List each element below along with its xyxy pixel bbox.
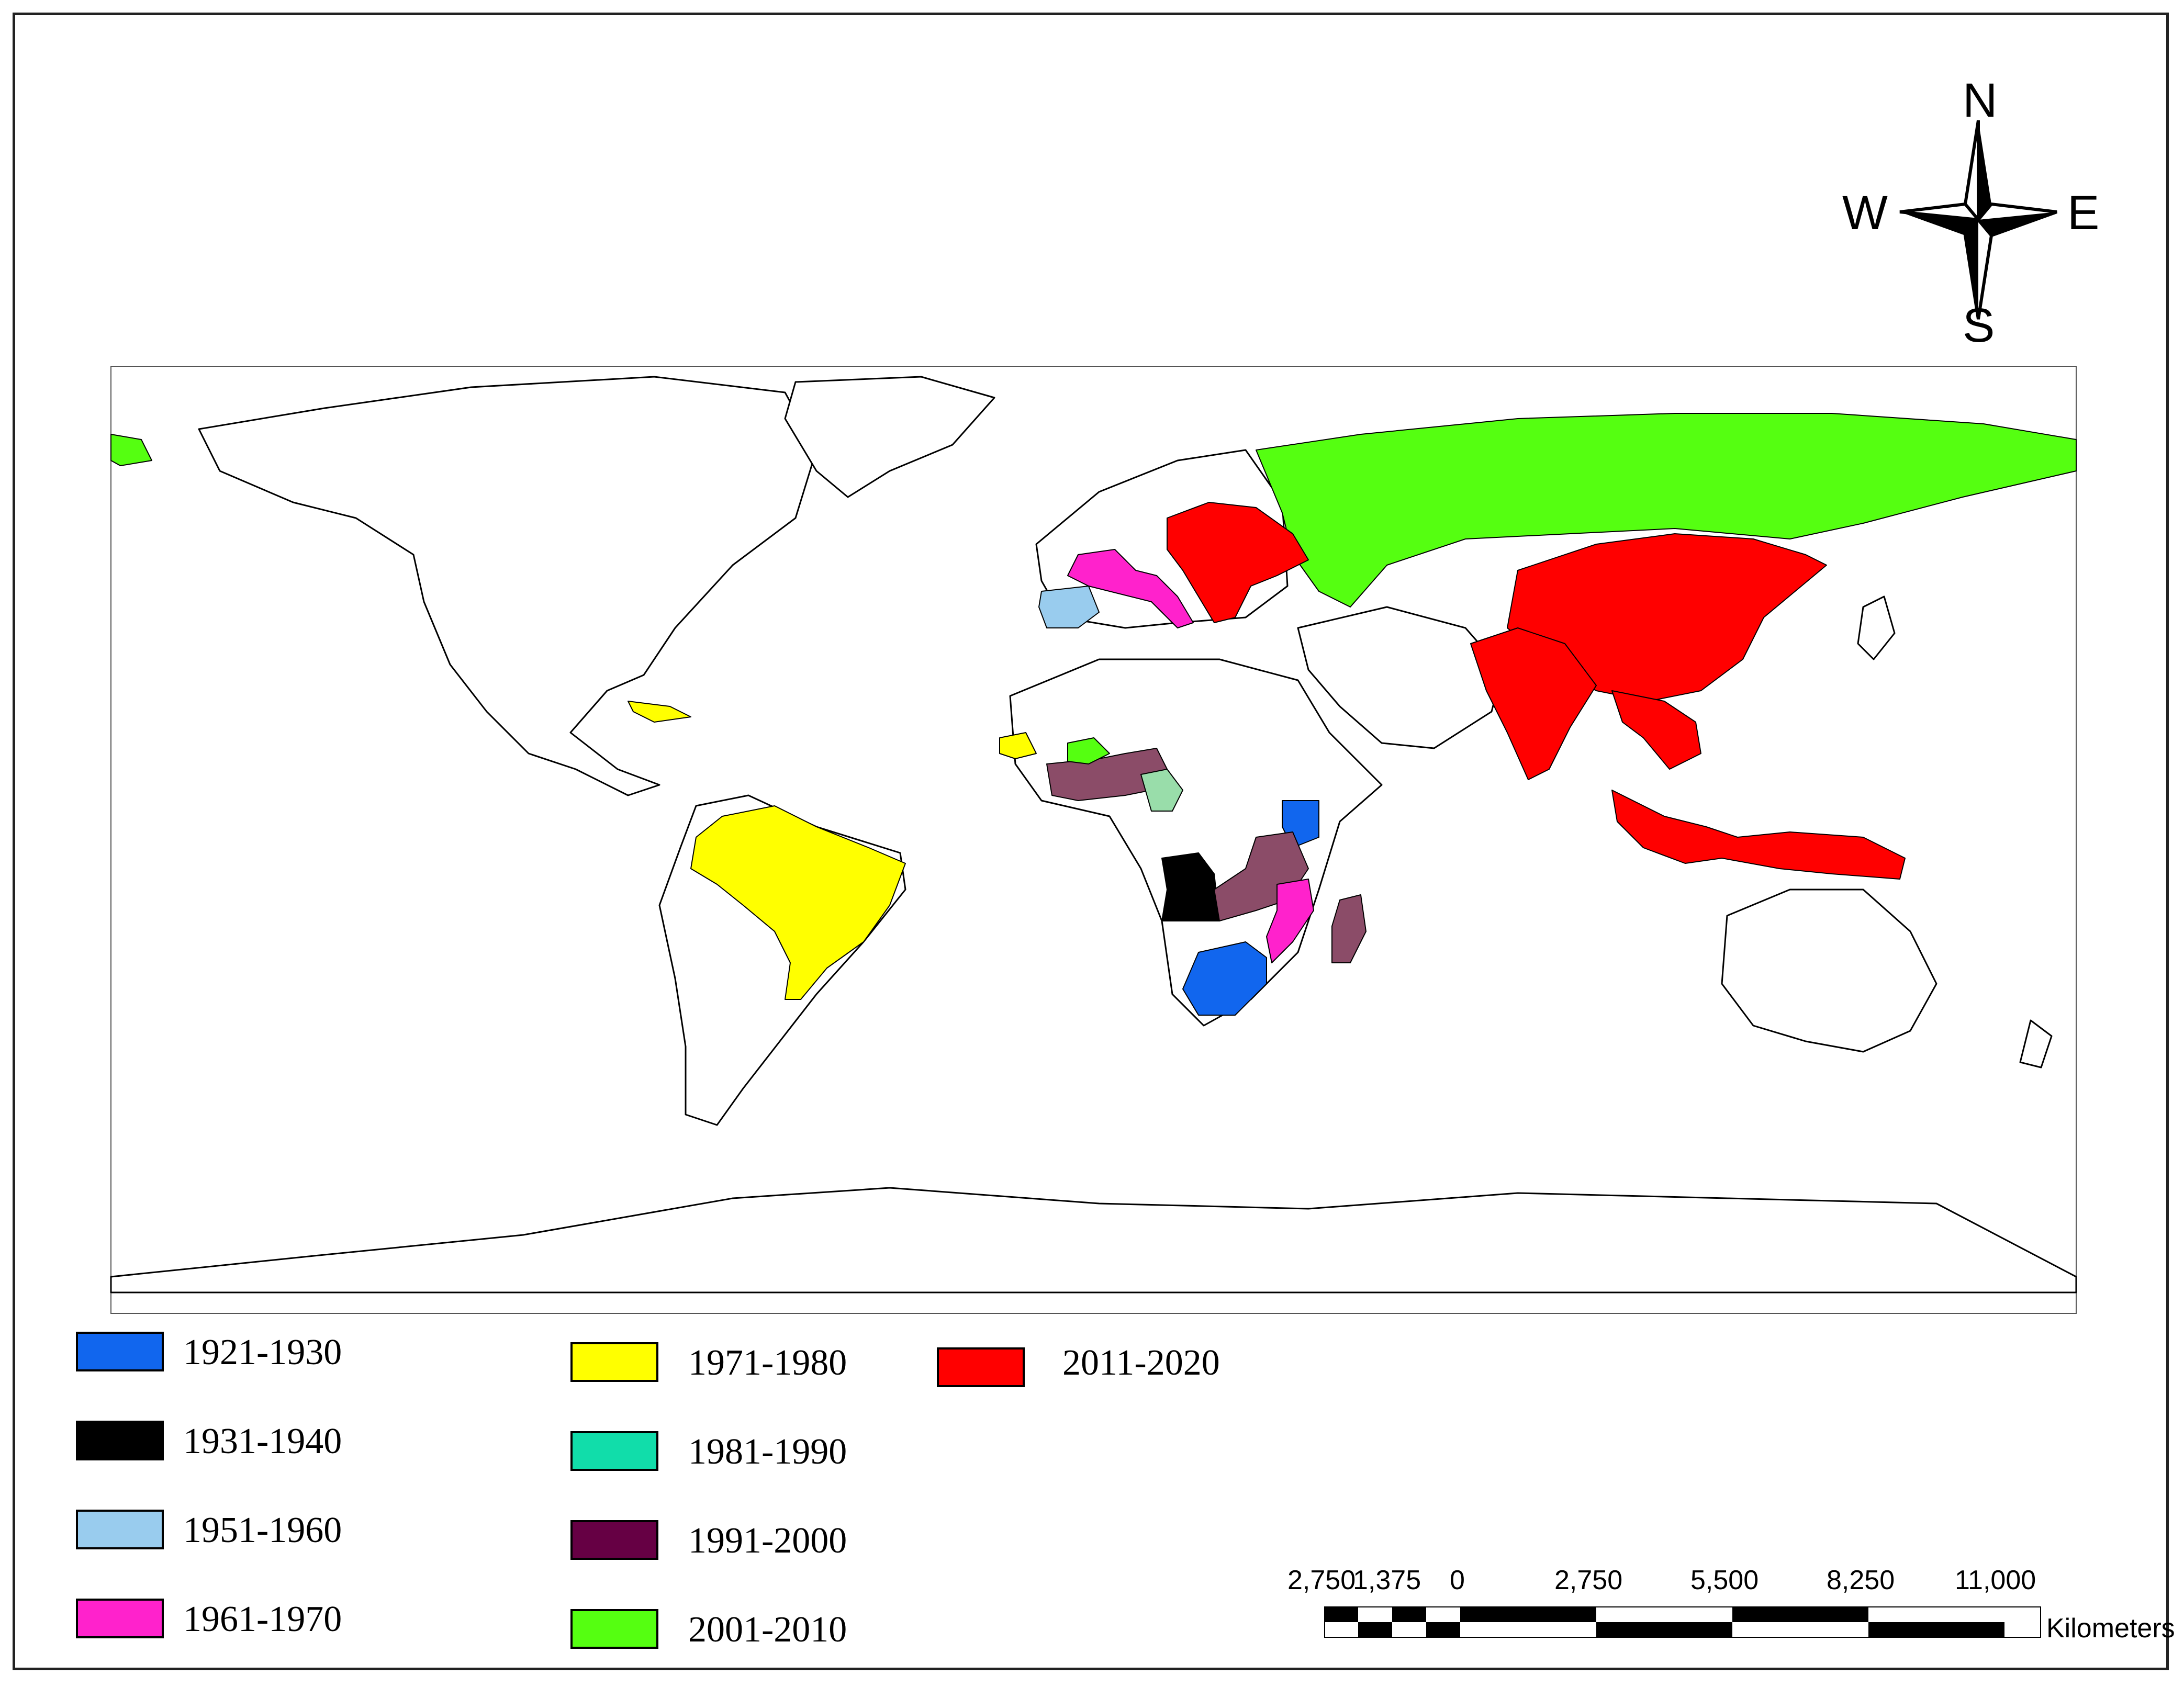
legend-label: 1951-1960: [183, 1510, 342, 1550]
region-south-africa: [1182, 941, 1267, 1016]
legend-label: 1971-1980: [688, 1343, 847, 1383]
region-eastern-europe: [1167, 502, 1309, 623]
scale-label-8250: 8,250: [1827, 1565, 1895, 1595]
scale-label-1375: 1,375: [1353, 1565, 1421, 1595]
legend-swatch: [76, 1421, 164, 1460]
legend-label: 1981-1990: [688, 1432, 847, 1472]
new-zealand-outline: [2019, 1019, 2053, 1069]
scale-label-2750: 2,750: [1554, 1565, 1623, 1595]
north-america-outline: [198, 376, 817, 796]
scale-label-5500: 5,500: [1690, 1565, 1759, 1595]
japan-outline: [1857, 595, 1896, 660]
legend-swatch: [76, 1510, 164, 1549]
region-madagascar: [1331, 894, 1367, 963]
compass-north: N: [1963, 74, 1998, 127]
legend-label: 2001-2010: [688, 1610, 847, 1650]
legend-swatch: [570, 1431, 658, 1471]
compass-west: W: [1842, 186, 1888, 240]
legend-label: 1961-1970: [183, 1599, 342, 1639]
legend-swatch: [76, 1599, 164, 1638]
region-mozambique-malawi: [1266, 879, 1314, 963]
legend-swatch: [570, 1609, 658, 1649]
region-southeast-asia: [1611, 690, 1701, 770]
scale-bar-graphic: [1324, 1606, 2041, 1638]
region-iberia: [1038, 586, 1100, 628]
legend-label: 1931-1940: [183, 1421, 342, 1461]
compass-east: E: [2067, 186, 2100, 240]
antarctica-outline: [110, 1187, 2077, 1294]
scale-label-0: 0: [1450, 1565, 1465, 1595]
region-indonesia-papua: [1611, 790, 1906, 880]
legend-label: 1991-2000: [688, 1521, 847, 1561]
map-frame: [13, 13, 2169, 1670]
legend-swatch: [570, 1520, 658, 1560]
region-alaska-tip: [110, 434, 152, 466]
scale-label-2750-left: 2,750: [1287, 1565, 1356, 1595]
compass-south: S: [1963, 299, 1995, 352]
region-india: [1470, 627, 1597, 780]
legend-swatch: [937, 1347, 1025, 1387]
australia-outline: [1721, 889, 1937, 1053]
compass-star-icon: [1899, 120, 2058, 320]
middle-east-outline: [1297, 606, 1503, 749]
legend-swatch: [570, 1342, 658, 1382]
region-cuba: [628, 701, 691, 723]
scale-bar: 2,750 1,375 0 2,750 5,500 8,250 11,000 K…: [1287, 1565, 2175, 1648]
region-mali: [1067, 737, 1110, 764]
legend-swatch: [76, 1332, 164, 1371]
legend-label: 1921-1930: [183, 1332, 342, 1373]
region-brazil: [690, 805, 906, 1000]
greenland-outline: [784, 376, 995, 498]
region-russia: [1256, 413, 2077, 608]
compass-rose: N S E W: [1842, 74, 2104, 356]
region-senegal: [999, 732, 1037, 759]
scale-unit: Kilometers: [2046, 1613, 2175, 1644]
region-cameroon: [1140, 769, 1183, 812]
legend-label: 2011-2020: [1062, 1343, 1220, 1383]
scale-label-11000: 11,000: [1955, 1565, 2036, 1595]
